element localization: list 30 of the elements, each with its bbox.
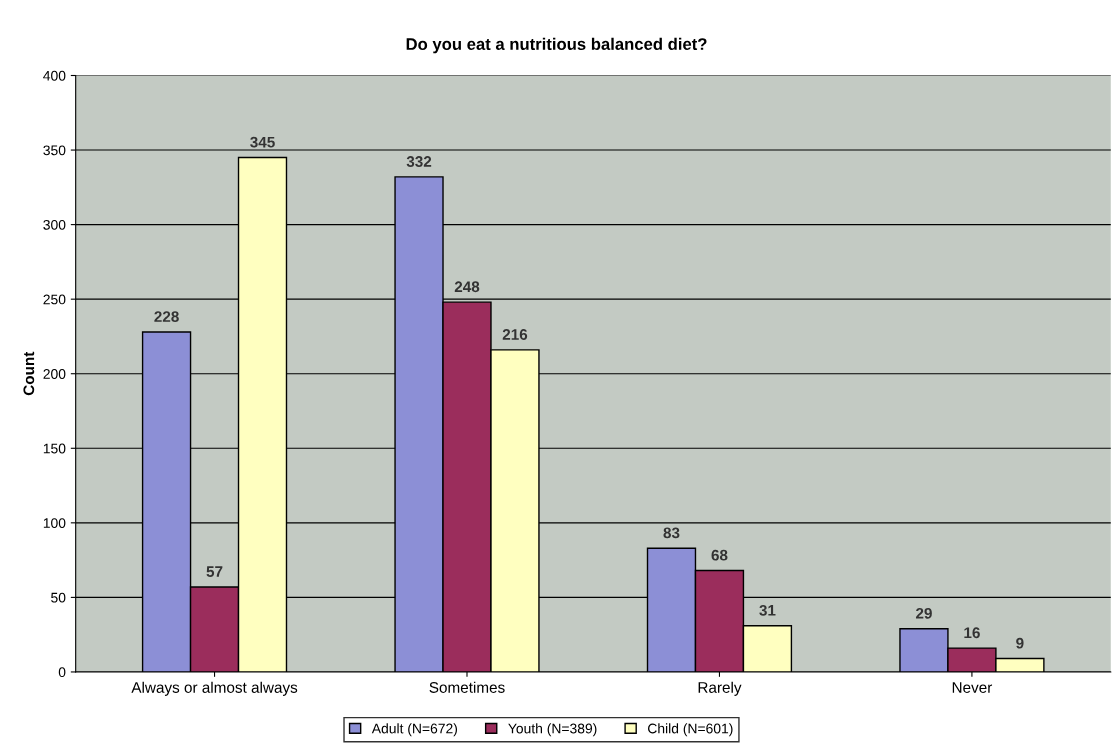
- data-label: 31: [759, 604, 776, 616]
- data-label: 83: [663, 527, 680, 539]
- y-tick-label: 400: [43, 70, 66, 81]
- data-label: 9: [1016, 637, 1024, 649]
- y-axis-title: Count: [23, 351, 35, 396]
- x-tick-label: Never: [952, 682, 993, 693]
- x-tick-label: Rarely: [698, 681, 742, 696]
- data-label: 248: [454, 281, 480, 293]
- y-tick-label: 250: [43, 294, 66, 305]
- data-label: 228: [154, 311, 179, 323]
- data-label: 16: [964, 627, 980, 639]
- data-label: 216: [502, 329, 528, 340]
- legend-label: Child (N=601): [648, 723, 733, 737]
- data-label: 29: [915, 607, 932, 619]
- y-tick-label: 300: [43, 219, 66, 230]
- legend-label: Youth (N=389): [508, 723, 597, 737]
- chart-title: Do you eat a nutritious balanced diet?: [406, 37, 707, 54]
- legend-label: Adult (N=672): [371, 723, 458, 737]
- y-tick-label: 0: [58, 667, 66, 678]
- y-tick-label: 50: [51, 592, 66, 603]
- y-tick-label: 200: [43, 369, 66, 379]
- x-tick-label: Sometimes: [429, 681, 505, 693]
- data-label: 68: [711, 549, 728, 561]
- data-label: 345: [250, 136, 275, 148]
- data-label: 57: [206, 566, 223, 577]
- data-label: 332: [406, 156, 432, 167]
- y-tick-label: 350: [43, 145, 66, 156]
- y-tick-label: 100: [43, 518, 66, 529]
- y-tick-label: 150: [43, 443, 66, 454]
- x-tick-label: Always or almost always: [131, 681, 298, 696]
